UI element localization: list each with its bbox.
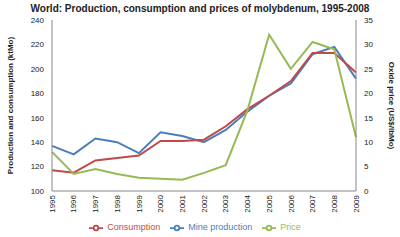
svg-text:Production and consumption (kt: Production and consumption (ktMo) bbox=[8, 37, 15, 175]
html-text:Consumption: Consumption bbox=[107, 222, 161, 233]
html-text:World: Production, consumption: World: Production, consumption and price… bbox=[30, 3, 370, 14]
svg-text:2001: 2001 bbox=[178, 194, 187, 212]
svg-text:1998: 1998 bbox=[113, 194, 122, 212]
svg-text:2008: 2008 bbox=[330, 194, 339, 212]
svg-text:200: 200 bbox=[31, 65, 45, 74]
svg-text:15: 15 bbox=[364, 114, 373, 123]
svg-text:0: 0 bbox=[364, 187, 369, 196]
svg-text:1999: 1999 bbox=[135, 194, 144, 212]
svg-text:30: 30 bbox=[364, 40, 373, 49]
svg-text:180: 180 bbox=[31, 89, 45, 98]
svg-text:1996: 1996 bbox=[69, 194, 78, 212]
svg-text:120: 120 bbox=[31, 162, 45, 171]
svg-text:Oxide price (US$/lbMo): Oxide price (US$/lbMo) bbox=[387, 62, 392, 150]
svg-text:160: 160 bbox=[31, 114, 45, 123]
svg-text:1997: 1997 bbox=[91, 194, 100, 212]
svg-text:220: 220 bbox=[31, 40, 45, 49]
svg-text:35: 35 bbox=[364, 16, 373, 25]
svg-text:2000: 2000 bbox=[156, 194, 165, 212]
svg-text:1995: 1995 bbox=[48, 194, 57, 212]
svg-text:5: 5 bbox=[364, 162, 369, 171]
svg-text:2002: 2002 bbox=[200, 194, 209, 212]
html-text:Mine production: Mine production bbox=[188, 222, 253, 233]
svg-text:240: 240 bbox=[31, 16, 45, 25]
svg-text:2004: 2004 bbox=[243, 194, 252, 212]
svg-text:10: 10 bbox=[364, 138, 373, 147]
svg-text:140: 140 bbox=[31, 138, 45, 147]
svg-text:25: 25 bbox=[364, 65, 373, 74]
svg-text:2007: 2007 bbox=[308, 194, 317, 212]
svg-text:2003: 2003 bbox=[221, 194, 230, 212]
svg-text:100: 100 bbox=[31, 187, 45, 196]
svg-text:2009: 2009 bbox=[352, 194, 361, 212]
svg-text:20: 20 bbox=[364, 89, 373, 98]
svg-text:2006: 2006 bbox=[287, 194, 296, 212]
svg-text:2005: 2005 bbox=[265, 194, 274, 212]
html-text:Price: Price bbox=[280, 222, 301, 233]
